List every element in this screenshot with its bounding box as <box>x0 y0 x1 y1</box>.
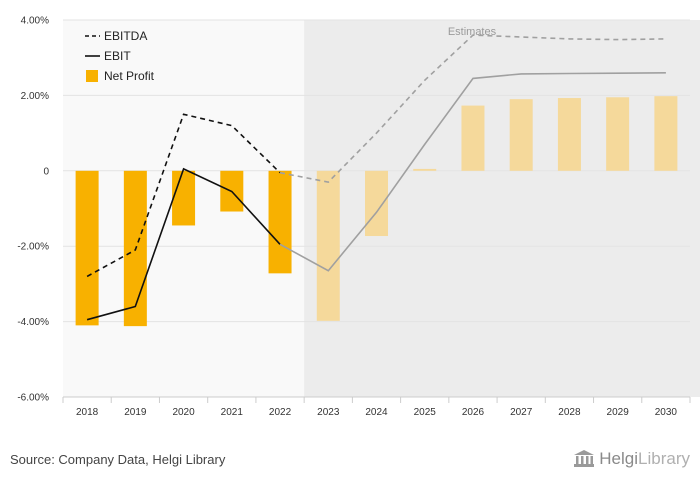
x-tick-label: 2018 <box>76 407 99 418</box>
legend-ebitda-label: EBITDA <box>104 29 147 43</box>
footer: Source: Company Data, Helgi Library Helg… <box>0 440 700 483</box>
x-tick-label: 2029 <box>607 407 630 418</box>
brand-name-main: Helgi <box>599 449 639 468</box>
x-axis-ticks: 2018 2019 2020 2021 2022 2023 2024 2025 2026 2027… <box>62 396 691 418</box>
net-profit-bar-2026 <box>461 105 485 171</box>
net-profit-bar-2018 <box>75 170 99 326</box>
y-tick-label: -4.00% <box>17 317 49 328</box>
net-profit-bar-2027 <box>509 99 533 171</box>
x-tick-label: 2024 <box>365 407 388 418</box>
y-tick-label: 0 <box>43 166 49 177</box>
y-tick-label: -2.00% <box>17 242 49 253</box>
net-profit-bar-2028 <box>557 98 581 171</box>
ebit-line-actual <box>86 167 281 321</box>
legend: EBITDA EBIT Net Profit <box>85 29 155 83</box>
ebitda-line-actual <box>86 113 281 278</box>
net-profit-bar-2029 <box>606 97 630 171</box>
x-tick-label: 2028 <box>558 407 581 418</box>
x-tick-label: 2026 <box>462 407 485 418</box>
library-building-icon <box>574 450 595 467</box>
ebit-line-estimate <box>279 72 666 272</box>
y-tick-label: -6.00% <box>17 393 49 404</box>
net-profit-bar-2023 <box>316 170 340 321</box>
net-profit-bar-2030 <box>654 96 678 171</box>
x-tick-label: 2022 <box>269 407 292 418</box>
x-tick-label: 2023 <box>317 407 340 418</box>
net-profit-bar-2024 <box>365 170 388 237</box>
net-profit-bar-2020 <box>172 170 196 226</box>
x-tick-label: 2021 <box>221 407 244 418</box>
x-tick-label: 2027 <box>510 407 533 418</box>
brand-name-suffix: Library <box>638 449 690 468</box>
y-axis-ticks: 4.00% 2.00% 0 -2.00% -4.00% -6.00% <box>17 16 49 404</box>
brand-name: HelgiLibrary <box>599 449 690 469</box>
chart-area: 4.00% 2.00% 0 -2.00% -4.00% -6.00% 2018 2019 20… <box>17 16 700 418</box>
source-text: Source: Company Data, Helgi Library <box>10 452 226 467</box>
chart-svg: 4.00%2.00%0-2.00%-4.00%-6.00% 2018 2019 20… <box>17 16 700 418</box>
x-tick-label: 2025 <box>414 407 437 418</box>
net-profit-bar-2022 <box>268 170 292 274</box>
x-tick-label: 2020 <box>172 407 195 418</box>
brand-logo: HelgiLibrary <box>573 449 690 469</box>
estimates-label: Estimates <box>448 26 497 38</box>
legend-net-profit-swatch <box>86 70 98 82</box>
line-series <box>86 34 666 321</box>
net-profit-bars <box>75 96 678 327</box>
ebitda-line-estimate <box>279 34 666 183</box>
x-tick-label: 2030 <box>655 407 678 418</box>
net-profit-bar-2025 <box>413 168 437 171</box>
y-tick-label: 4.00% <box>21 16 49 27</box>
x-tick-label: 2019 <box>124 407 147 418</box>
legend-net-profit-label: Net Profit <box>104 69 155 83</box>
estimates-shading <box>304 20 700 397</box>
y-tick-label: 2.00% <box>21 91 49 102</box>
legend-ebit-label: EBIT <box>104 49 131 63</box>
